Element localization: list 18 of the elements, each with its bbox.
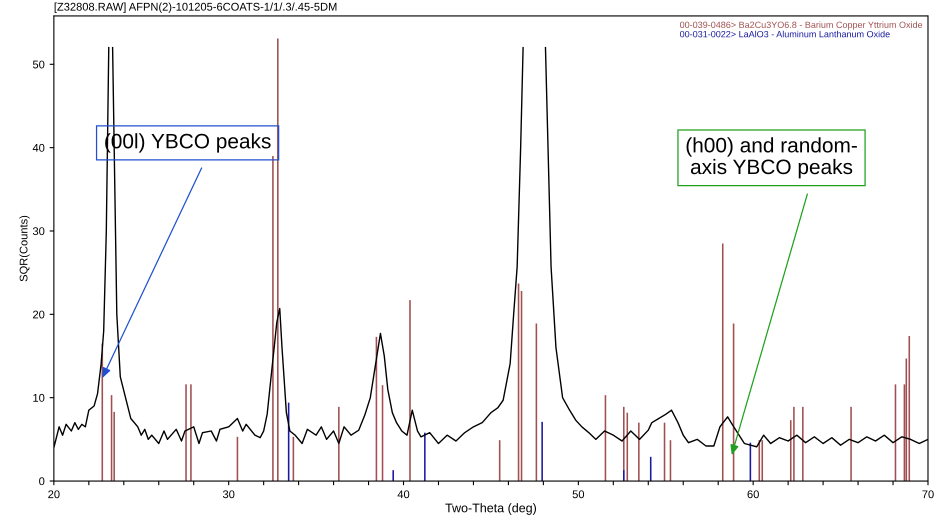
x-tick-label: 20 bbox=[48, 490, 60, 498]
y-tick-label: 50 bbox=[32, 60, 44, 68]
x-tick-label: 50 bbox=[572, 490, 584, 498]
x-tick-label: 70 bbox=[922, 490, 934, 498]
x-tick-label: 40 bbox=[398, 490, 410, 498]
y-tick-label: 10 bbox=[33, 394, 44, 402]
x-tick-label: 30 bbox=[222, 490, 234, 498]
annotation: (h00) and random- axis YBCO peaks bbox=[686, 137, 857, 178]
x-tick-label: 60 bbox=[748, 490, 759, 498]
y-tick-label: 30 bbox=[32, 227, 44, 236]
y-tick-label: 20 bbox=[33, 310, 44, 318]
y-tick-label: 40 bbox=[32, 144, 44, 152]
x-axis-title: Two-Theta (deg) bbox=[445, 503, 536, 515]
y-tick-label: 0 bbox=[39, 477, 44, 486]
text: 00-031-0022> LaAlO3 - Aluminum Lanthanum Oxide bbox=[680, 30, 890, 38]
chart-title: [Z32808.RAW] AFPN(2)-101205-6COATS-1/1/.3/.45-5DM bbox=[54, 2, 336, 13]
text: 00-039-0486> Ba2Cu3YO6.8 - Barium Copper Yttrium Oxide bbox=[680, 21, 922, 30]
y-axis-title: SQR(Counts) bbox=[19, 216, 30, 282]
